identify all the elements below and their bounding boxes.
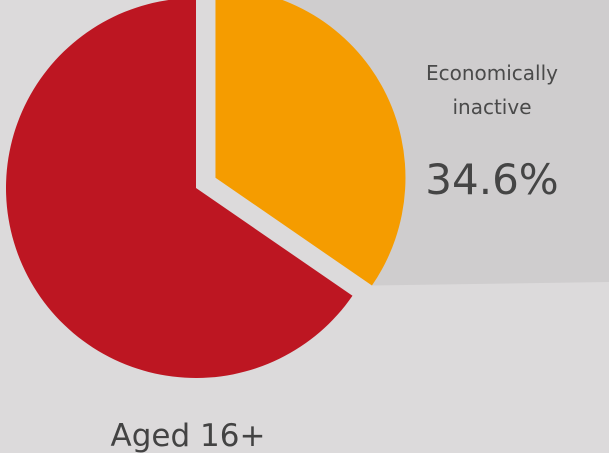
base-label: Aged 16+ [111, 418, 266, 453]
highlight-label-line1: Economically [426, 61, 558, 85]
pie-slice-other [5, 0, 353, 378]
highlight-value: 34.6% [425, 155, 558, 204]
highlight-label-line2: inactive [452, 95, 531, 119]
pie-slice-highlight [215, 0, 406, 286]
slice-layer [5, 0, 406, 378]
